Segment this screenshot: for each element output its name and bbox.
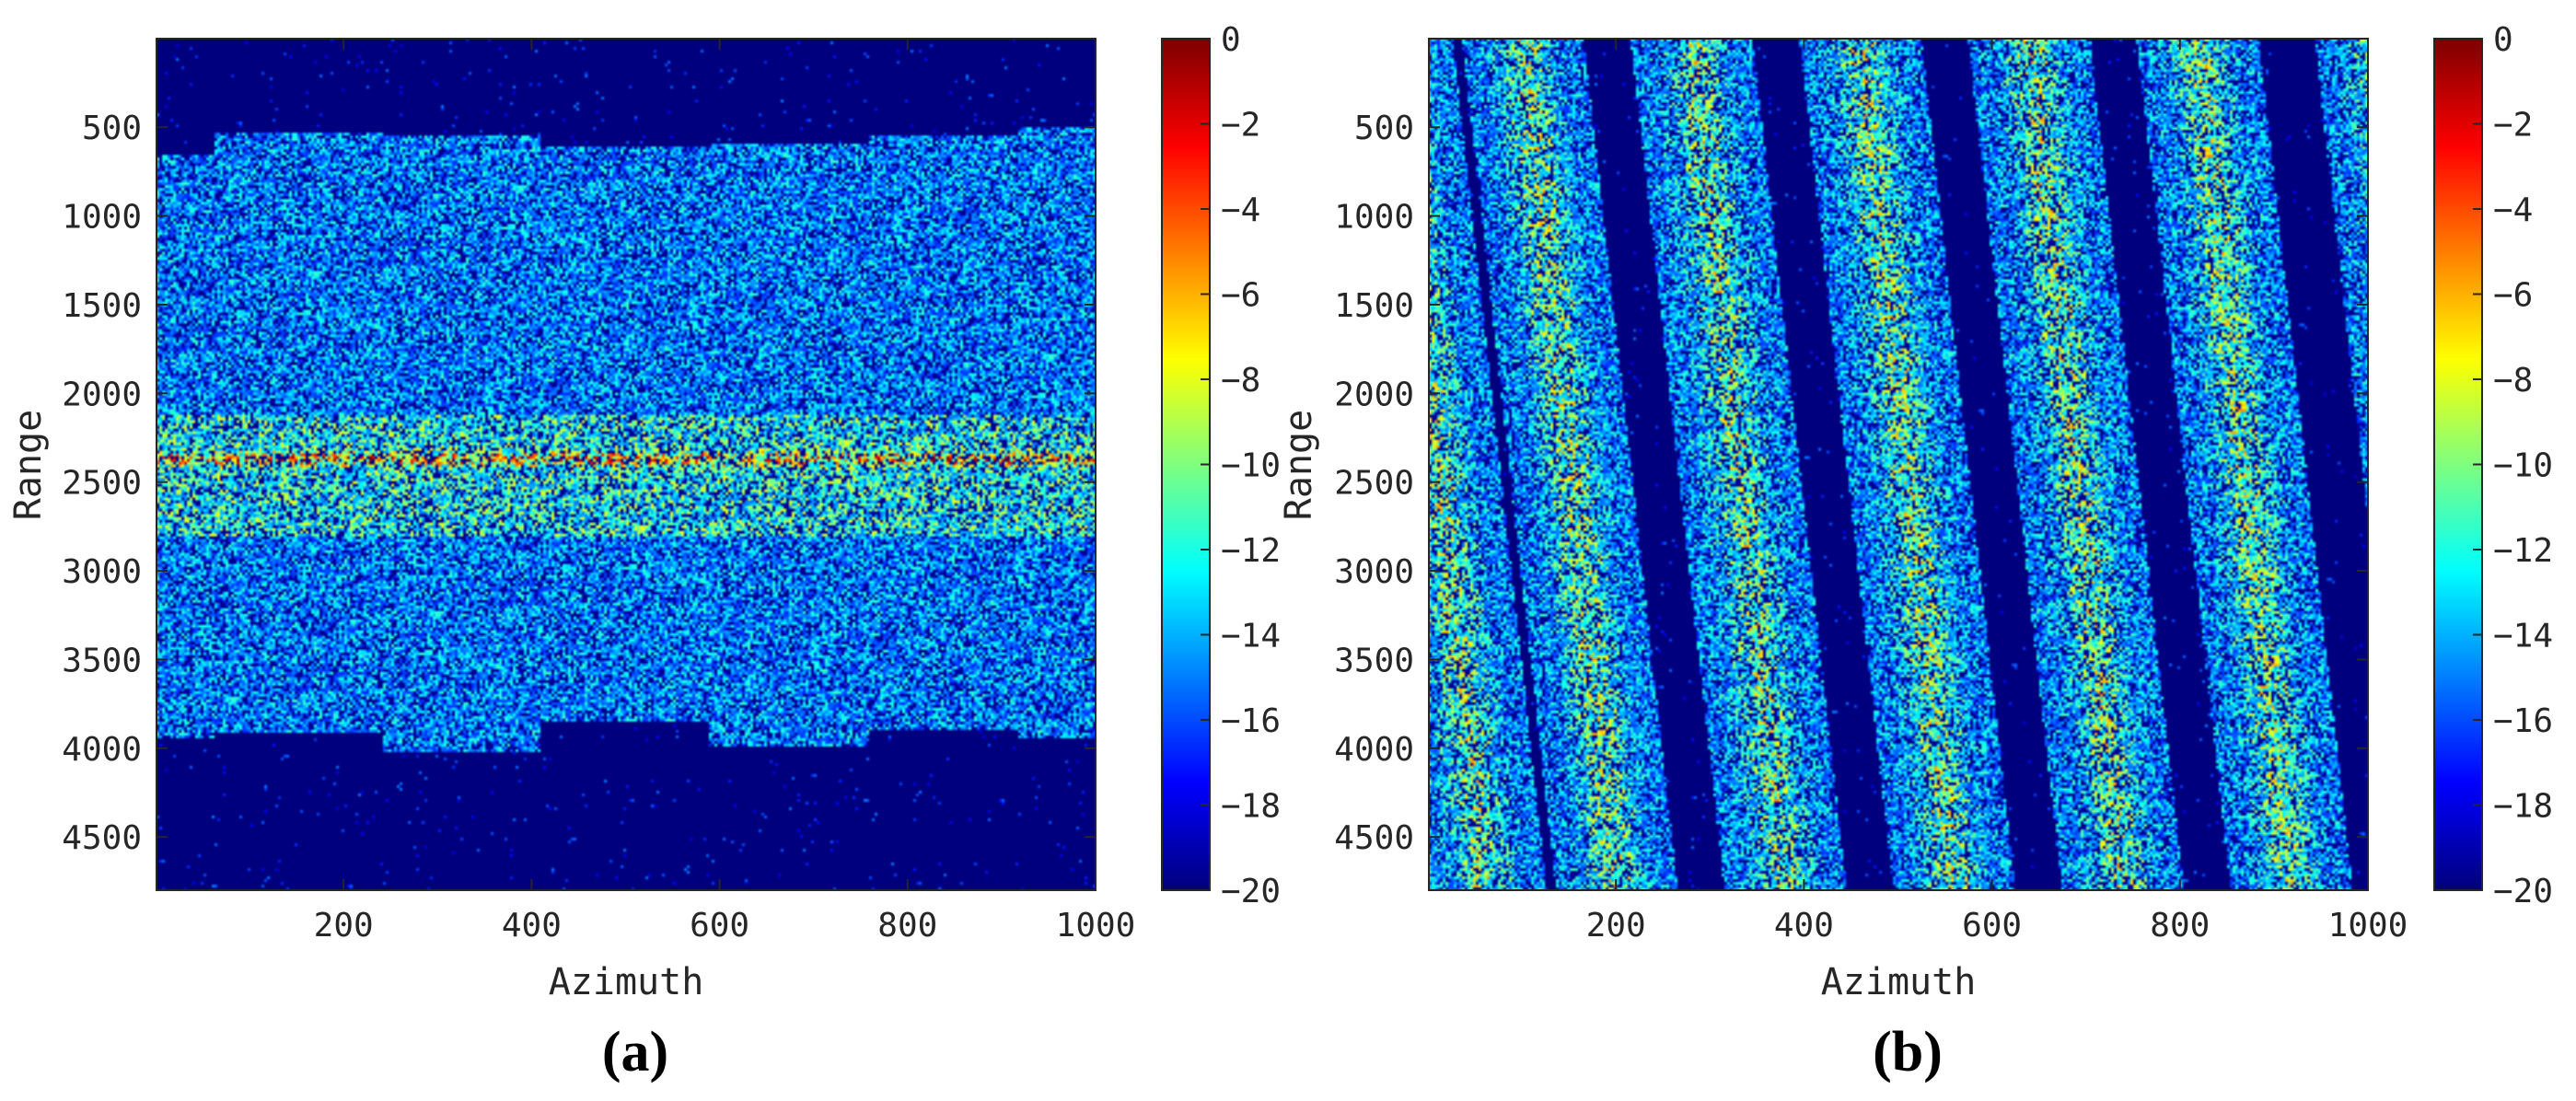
y-tick-label: 4000 <box>62 731 142 769</box>
colorbar-tick-label: 0 <box>2493 21 2513 59</box>
y-tick-label: 3500 <box>62 642 142 679</box>
x-tick-label: 200 <box>314 907 374 945</box>
y-tick-label: 500 <box>1354 110 1414 147</box>
x-tick-label: 400 <box>502 907 562 945</box>
colorbar-tick-label: −18 <box>1221 788 1281 826</box>
x-tick-label: 600 <box>1962 907 2022 945</box>
colorbar-tick-label: −4 <box>2493 191 2533 229</box>
y-tick-label: 3000 <box>62 553 142 591</box>
panel-label-a: (a) <box>602 1021 668 1084</box>
y-tick-label: 4000 <box>1334 731 1414 769</box>
y-tick-label: 1500 <box>1334 287 1414 325</box>
colorbar-tick-label: −18 <box>2493 788 2553 826</box>
y-tick-label: 1000 <box>1334 199 1414 237</box>
colorbar-tick-label: −16 <box>2493 702 2553 740</box>
colorbar-tick-label: −12 <box>1221 532 1281 570</box>
y-tick-label: 4500 <box>1334 819 1414 857</box>
x-tick-label: 200 <box>1586 907 1646 945</box>
colorbar-tick-label: −14 <box>1221 618 1281 655</box>
y-tick-label: 500 <box>82 110 142 147</box>
y-tick-label: 3000 <box>1334 553 1414 591</box>
heatmap-image-b <box>1429 39 2368 890</box>
plot-frame-b <box>1428 38 2369 891</box>
heatmap-image-a <box>157 39 1096 890</box>
colorbar-tick-label: −10 <box>2493 447 2553 485</box>
plot-frame-a <box>156 38 1097 891</box>
y-tick-label: 2000 <box>1334 376 1414 413</box>
colorbar-tick-label: −6 <box>1221 277 1260 315</box>
x-axis-label-b: Azimuth <box>1821 961 1977 1003</box>
heatmap-panel-a: 200 400 600 800 1000 500 1000 1500 2000 2500 3000… <box>7 21 1281 1084</box>
x-tick-label: 400 <box>1774 907 1834 945</box>
y-tick-label: 1000 <box>62 199 142 237</box>
colorbar-tick-label: −2 <box>2493 107 2533 145</box>
colorbar-tick-label: −4 <box>1221 191 1260 229</box>
y-tick-label: 2000 <box>62 376 142 413</box>
colorbar-tick-label: −10 <box>1221 447 1281 485</box>
y-tick-label: 3500 <box>1334 642 1414 679</box>
y-axis-a: 500 1000 1500 2000 2500 3000 3500 4000 4500 <box>62 110 1096 857</box>
x-axis-a: 200 400 600 800 1000 <box>314 39 1136 945</box>
colorbar-tick-label: −16 <box>1221 702 1281 740</box>
colorbar-tick-label: −2 <box>1221 107 1260 145</box>
y-axis-label-b: Range <box>1278 410 1320 520</box>
colorbar-tick-label: −8 <box>2493 362 2533 400</box>
colorbar-tick-label: 0 <box>1221 21 1241 59</box>
x-tick-label: 800 <box>2150 907 2210 945</box>
y-tick-label: 2500 <box>1334 465 1414 503</box>
colorbar-tick-label: −8 <box>1221 362 1260 400</box>
x-tick-label: 1000 <box>2328 907 2408 945</box>
y-axis-label-a: Range <box>7 410 50 520</box>
colorbar-tick-label: −14 <box>2493 618 2553 655</box>
y-tick-label: 4500 <box>62 819 142 857</box>
x-tick-label: 1000 <box>1056 907 1136 945</box>
x-tick-label: 800 <box>877 907 937 945</box>
colorbar-tick-label: −20 <box>2493 873 2553 910</box>
colorbar-tick-label: −6 <box>2493 277 2533 315</box>
colorbar-ticks-b: 0 −2 −4 −6 −8 −10 −12 −14 −16 −18 −20 <box>2473 21 2553 910</box>
colorbar-ticks-a: 0 −2 −4 −6 −8 −10 −12 −14 −16 −18 −20 <box>1201 21 1281 910</box>
panel-label-b: (b) <box>1873 1021 1943 1084</box>
y-tick-label: 1500 <box>62 287 142 325</box>
heatmap-panel-b: 200 400 600 800 1000 500 1000 1500 2000 2500 3000… <box>1278 21 2553 1084</box>
colorbar-tick-label: −20 <box>1221 873 1281 910</box>
colorbar-tick-label: −12 <box>2493 532 2553 570</box>
x-axis-b: 200 400 600 800 1000 <box>1586 39 2408 945</box>
y-tick-label: 2500 <box>62 465 142 503</box>
y-axis-b: 500 1000 1500 2000 2500 3000 3500 4000 4500 <box>1334 110 2368 857</box>
x-axis-label-a: Azimuth <box>549 961 704 1003</box>
x-tick-label: 600 <box>690 907 749 945</box>
